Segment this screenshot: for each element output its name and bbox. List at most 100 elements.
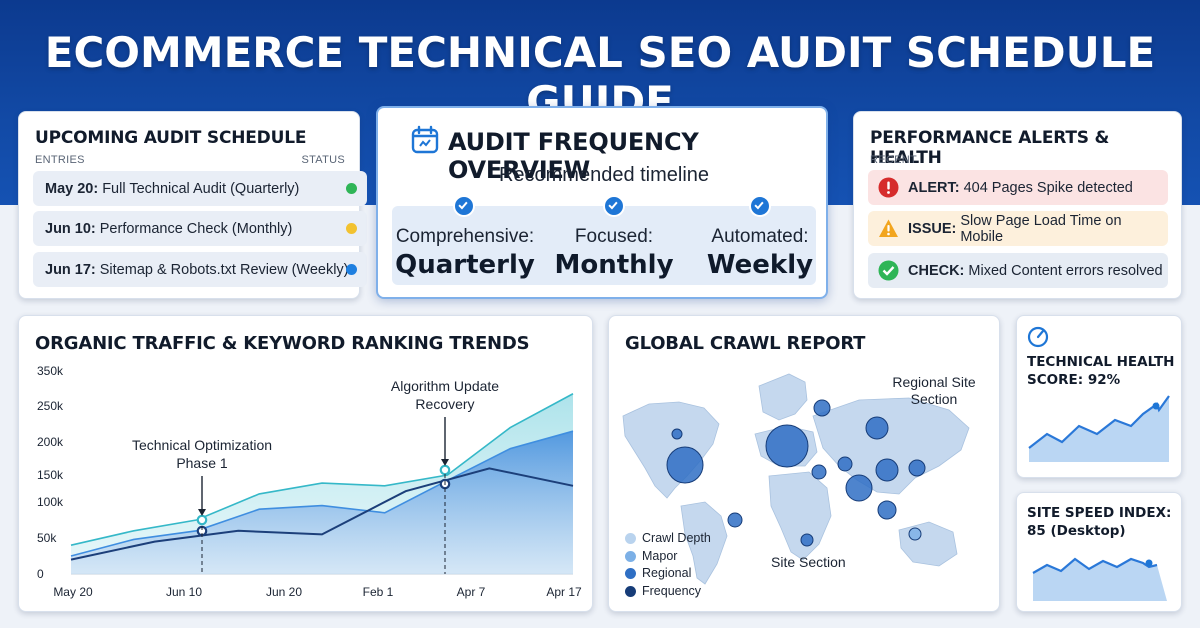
health-title-line: TECHNICAL HEALTH	[1027, 354, 1175, 370]
series-line	[70, 430, 574, 557]
crawl-bubble[interactable]	[865, 416, 889, 440]
y-tick-label: 250k	[37, 399, 64, 413]
data-point	[196, 514, 208, 526]
schedule-date: May 20:	[45, 180, 99, 197]
recent-label: RECENT	[870, 154, 918, 166]
legend-item: Crawl Depth	[625, 530, 711, 548]
crawl-bubble[interactable]	[845, 474, 873, 502]
alert-row[interactable]: CHECK: Mixed Content errors resolved	[868, 253, 1168, 288]
frequency-column: Automated: Weekly	[685, 226, 835, 280]
y-tick-label: 50k	[37, 531, 57, 545]
crawl-title: GLOBAL CRAWL REPORT	[625, 333, 866, 354]
legend-swatch	[625, 585, 636, 597]
x-tick-label: May 20	[53, 585, 93, 599]
schedule-text: Performance Check (Monthly)	[99, 220, 293, 237]
x-tick-label: Apr 7	[457, 585, 486, 599]
health-sparkline	[1028, 395, 1170, 462]
legend-item: Mapor	[625, 548, 711, 566]
legend-swatch	[625, 550, 636, 562]
crawl-bubble[interactable]	[666, 446, 704, 484]
frequency-label: Focused:	[574, 226, 654, 247]
crawl-bubble[interactable]	[765, 424, 809, 468]
y-tick-label: 350k	[37, 364, 64, 378]
north-america	[622, 401, 720, 499]
map-label: Regional Site	[892, 374, 976, 390]
speed-sparkline-point	[1145, 559, 1153, 567]
frequency-value: Weekly	[706, 250, 814, 280]
alert-text: Slow Page Load Time on Mobile	[960, 212, 1122, 245]
alert-kind: CHECK:	[908, 262, 965, 279]
x-tick-label: Jun 10	[166, 585, 202, 599]
frequency-column: Comprehensive: Quarterly	[390, 226, 540, 280]
regional-label: Regional Site Section	[879, 374, 989, 408]
annotation-arrowhead	[441, 459, 449, 466]
entries-header: ENTRIES	[35, 154, 85, 166]
frequency-value: Quarterly	[395, 250, 535, 280]
traffic-chart: 0 50k 100k 150k 200k 250k 350k May 20 Jun 10 Jun …	[37, 364, 582, 599]
crawl-bubble[interactable]	[671, 428, 683, 440]
status-header: STATUS	[301, 154, 345, 166]
greenland	[758, 373, 808, 421]
crawl-bubble[interactable]	[837, 456, 853, 472]
crawl-bubble[interactable]	[727, 512, 743, 528]
alerts-title: PERFORMANCE ALERTS & HEALTH	[870, 128, 1110, 168]
audit-schedule-card: UPCOMING AUDIT SCHEDULE ENTRIES STATUS M…	[18, 111, 367, 299]
x-tick-label: Feb 1	[363, 585, 394, 599]
frequency-panel	[392, 206, 816, 285]
schedule-text: Sitemap & Robots.txt Review (Weekly)	[99, 261, 349, 278]
calendar-icon	[411, 125, 439, 154]
crawl-bubble[interactable]	[877, 500, 897, 520]
gauge-icon	[1027, 326, 1049, 348]
annotation-line: Phase 1	[176, 454, 228, 471]
crawl-bubble[interactable]	[875, 458, 899, 482]
site-speed-card: SITE SPEED INDEX: 85 (Desktop)	[1016, 492, 1182, 612]
series-line	[70, 467, 574, 561]
annotation-phase1: Technical Optimization Phase 1	[112, 437, 292, 472]
crawl-bubble[interactable]	[908, 459, 926, 477]
alert-row[interactable]: ISSUE: Slow Page Load Time on Mobile	[868, 211, 1168, 246]
frequency-label: Comprehensive:	[395, 226, 535, 247]
check-icon	[603, 195, 625, 217]
schedule-text: Full Technical Audit (Quarterly)	[102, 180, 300, 197]
annotation-line: Algorithm Update	[390, 378, 500, 394]
south-america	[680, 501, 728, 585]
crawl-bubble[interactable]	[800, 533, 814, 547]
status-dot	[346, 264, 357, 275]
crawl-bubble[interactable]	[813, 399, 831, 417]
y-tick-label: 200k	[37, 435, 64, 449]
legend-swatch	[625, 568, 636, 580]
alerts-card: PERFORMANCE ALERTS & HEALTH RECENT ALERT…	[853, 111, 1182, 299]
check-icon	[749, 195, 771, 217]
speed-sparkline	[1032, 557, 1167, 601]
status-dot	[346, 183, 357, 194]
speed-sparkline-area	[1033, 559, 1167, 601]
australia	[898, 521, 958, 567]
traffic-chart-card: ORGANIC TRAFFIC & KEYWORD RANKING TRENDS…	[18, 315, 593, 612]
legend-swatch	[625, 533, 636, 545]
y-tick-label: 150k	[37, 468, 64, 482]
alert-row[interactable]: ALERT: 404 Pages Spike detected	[868, 170, 1168, 205]
frequency-label: Automated:	[711, 226, 809, 247]
crawl-bubble[interactable]	[811, 464, 827, 480]
x-tick-label: Apr 17	[546, 585, 582, 599]
speed-title: SITE SPEED INDEX: 85 (Desktop)	[1027, 505, 1171, 540]
frequency-title: AUDIT FREQUENCY OVERVIEW	[448, 128, 699, 184]
annotation-recovery: Algorithm Update Recovery	[365, 378, 525, 413]
schedule-title: UPCOMING AUDIT SCHEDULE	[35, 128, 307, 148]
legend-label: Frequency	[642, 583, 702, 598]
frequency-column: Focused: Monthly	[539, 226, 689, 280]
speed-title-line: SITE SPEED INDEX:	[1027, 505, 1172, 521]
frequency-subtitle: Recommended timeline	[498, 164, 710, 186]
status-dot	[346, 223, 357, 234]
schedule-row[interactable]: Jun 17: Sitemap & Robots.txt Review (Wee…	[33, 252, 367, 287]
crawl-bubble[interactable]	[908, 527, 922, 541]
legend-item: Frequency	[625, 583, 711, 601]
alert-text: 404 Pages Spike detected	[963, 179, 1133, 196]
alert-kind: ALERT:	[908, 179, 960, 196]
schedule-row[interactable]: Jun 10: Performance Check (Monthly)	[33, 211, 367, 246]
schedule-row[interactable]: May 20: Full Technical Audit (Quarterly)	[33, 171, 367, 206]
x-tick-label: Jun 20	[266, 585, 302, 599]
map-legend: Crawl Depth Mapor Regional Frequency	[625, 530, 711, 600]
africa	[768, 471, 832, 561]
frequency-value: Monthly	[554, 250, 674, 280]
